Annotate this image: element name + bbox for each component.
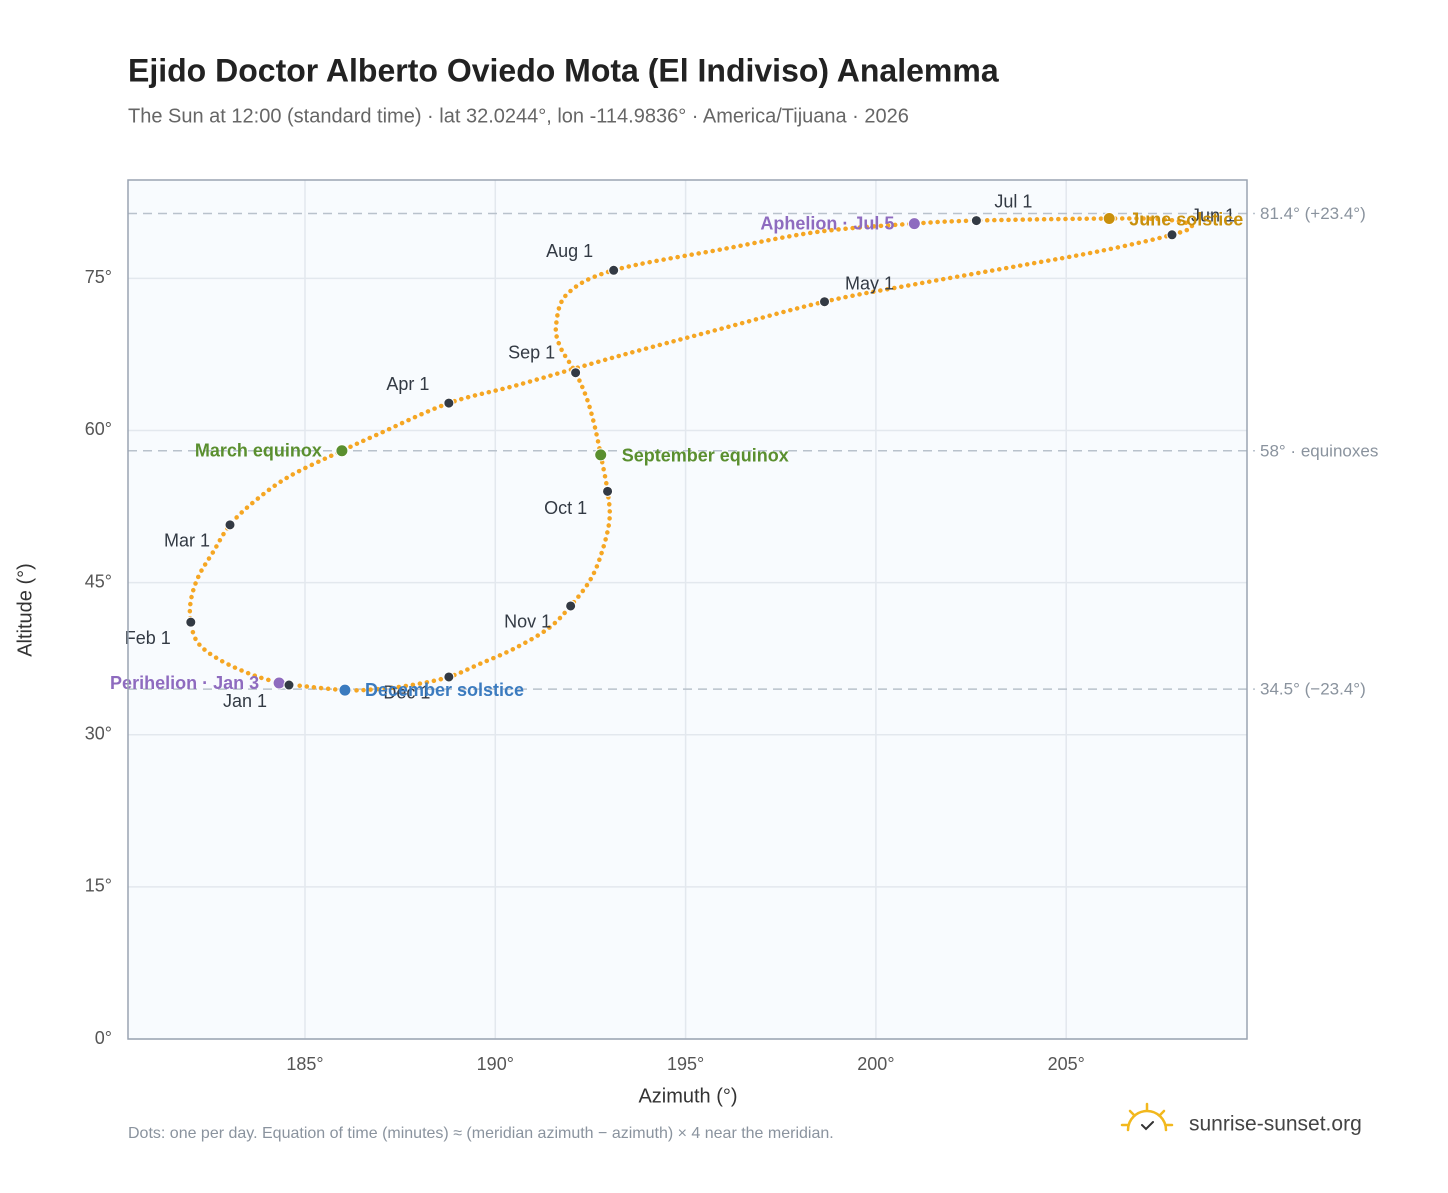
marker-dot bbox=[283, 679, 295, 691]
marker-dot bbox=[224, 519, 236, 531]
x-tick-label: 200° bbox=[857, 1054, 894, 1074]
marker-label: Jan 1 bbox=[223, 691, 267, 711]
marker-dot bbox=[1102, 212, 1116, 226]
y-axis-title: Altitude (°) bbox=[14, 563, 36, 657]
marker-label: Aphelion · Jul 5 bbox=[760, 213, 894, 233]
reference-label: 81.4° (+23.4°) bbox=[1260, 204, 1366, 223]
marker-dot bbox=[335, 444, 349, 458]
reference-label: 34.5° (−23.4°) bbox=[1260, 680, 1366, 699]
marker-dot bbox=[819, 296, 831, 308]
marker-label: Aug 1 bbox=[546, 241, 593, 261]
x-tick-label: 205° bbox=[1048, 1054, 1085, 1074]
marker-dot bbox=[443, 671, 455, 683]
y-tick-label: 60° bbox=[85, 419, 112, 439]
x-tick-label: 190° bbox=[477, 1054, 514, 1074]
marker-dot bbox=[907, 217, 921, 231]
marker-label: December solstice bbox=[365, 680, 524, 700]
marker-dot bbox=[338, 683, 352, 697]
marker-label: June solstice bbox=[1129, 209, 1243, 229]
marker-dot bbox=[272, 676, 286, 690]
y-tick-label: 15° bbox=[85, 876, 112, 896]
marker-dot bbox=[602, 485, 614, 497]
y-tick-label: 30° bbox=[85, 723, 112, 743]
marker-label: Jul 1 bbox=[994, 191, 1032, 211]
x-axis-title: Azimuth (°) bbox=[638, 1085, 737, 1107]
marker-dot bbox=[970, 215, 982, 227]
marker-label: Oct 1 bbox=[544, 498, 587, 518]
plot-area bbox=[128, 180, 1247, 1039]
marker-dot bbox=[594, 448, 608, 462]
marker-label: Sep 1 bbox=[508, 342, 555, 362]
marker-label: Nov 1 bbox=[504, 612, 551, 632]
marker-dot bbox=[565, 600, 577, 612]
logo-ray bbox=[1128, 1109, 1136, 1117]
y-tick-label: 45° bbox=[85, 571, 112, 591]
marker-label: Apr 1 bbox=[386, 374, 429, 394]
y-tick-label: 0° bbox=[95, 1028, 112, 1048]
marker-dot bbox=[608, 264, 620, 276]
marker-label: May 1 bbox=[845, 273, 894, 293]
brand-logo bbox=[1120, 1102, 1174, 1132]
chart-title: Ejido Doctor Alberto Oviedo Mota (El Ind… bbox=[128, 52, 999, 88]
marker-dot bbox=[570, 367, 582, 379]
marker-label: Jun 1 bbox=[1191, 206, 1235, 226]
chart-subtitle: The Sun at 12:00 (standard time) · lat 3… bbox=[128, 105, 909, 127]
logo-check bbox=[1141, 1121, 1154, 1131]
marker-label: Perihelion · Jan 3 bbox=[110, 673, 259, 693]
marker-dot bbox=[185, 616, 197, 628]
marker-label: Feb 1 bbox=[125, 628, 171, 648]
marker-label: Dec 1 bbox=[383, 683, 430, 703]
marker-dot bbox=[1166, 229, 1178, 241]
brand: sunrise-sunset.org bbox=[1189, 1113, 1362, 1136]
x-tick-label: 185° bbox=[286, 1054, 323, 1074]
marker-label: Mar 1 bbox=[164, 531, 210, 551]
reference-label: 58° · equinoxes bbox=[1260, 441, 1378, 460]
logo-ray bbox=[1158, 1109, 1166, 1117]
y-tick-label: 75° bbox=[85, 267, 112, 287]
x-tick-label: 195° bbox=[667, 1054, 704, 1074]
marker-dot bbox=[443, 397, 455, 409]
plot-frame bbox=[127, 179, 1248, 1040]
footnote: Dots: one per day. Equation of time (min… bbox=[128, 1125, 834, 1142]
marker-label: March equinox bbox=[195, 441, 322, 461]
marker-label: September equinox bbox=[622, 446, 789, 466]
